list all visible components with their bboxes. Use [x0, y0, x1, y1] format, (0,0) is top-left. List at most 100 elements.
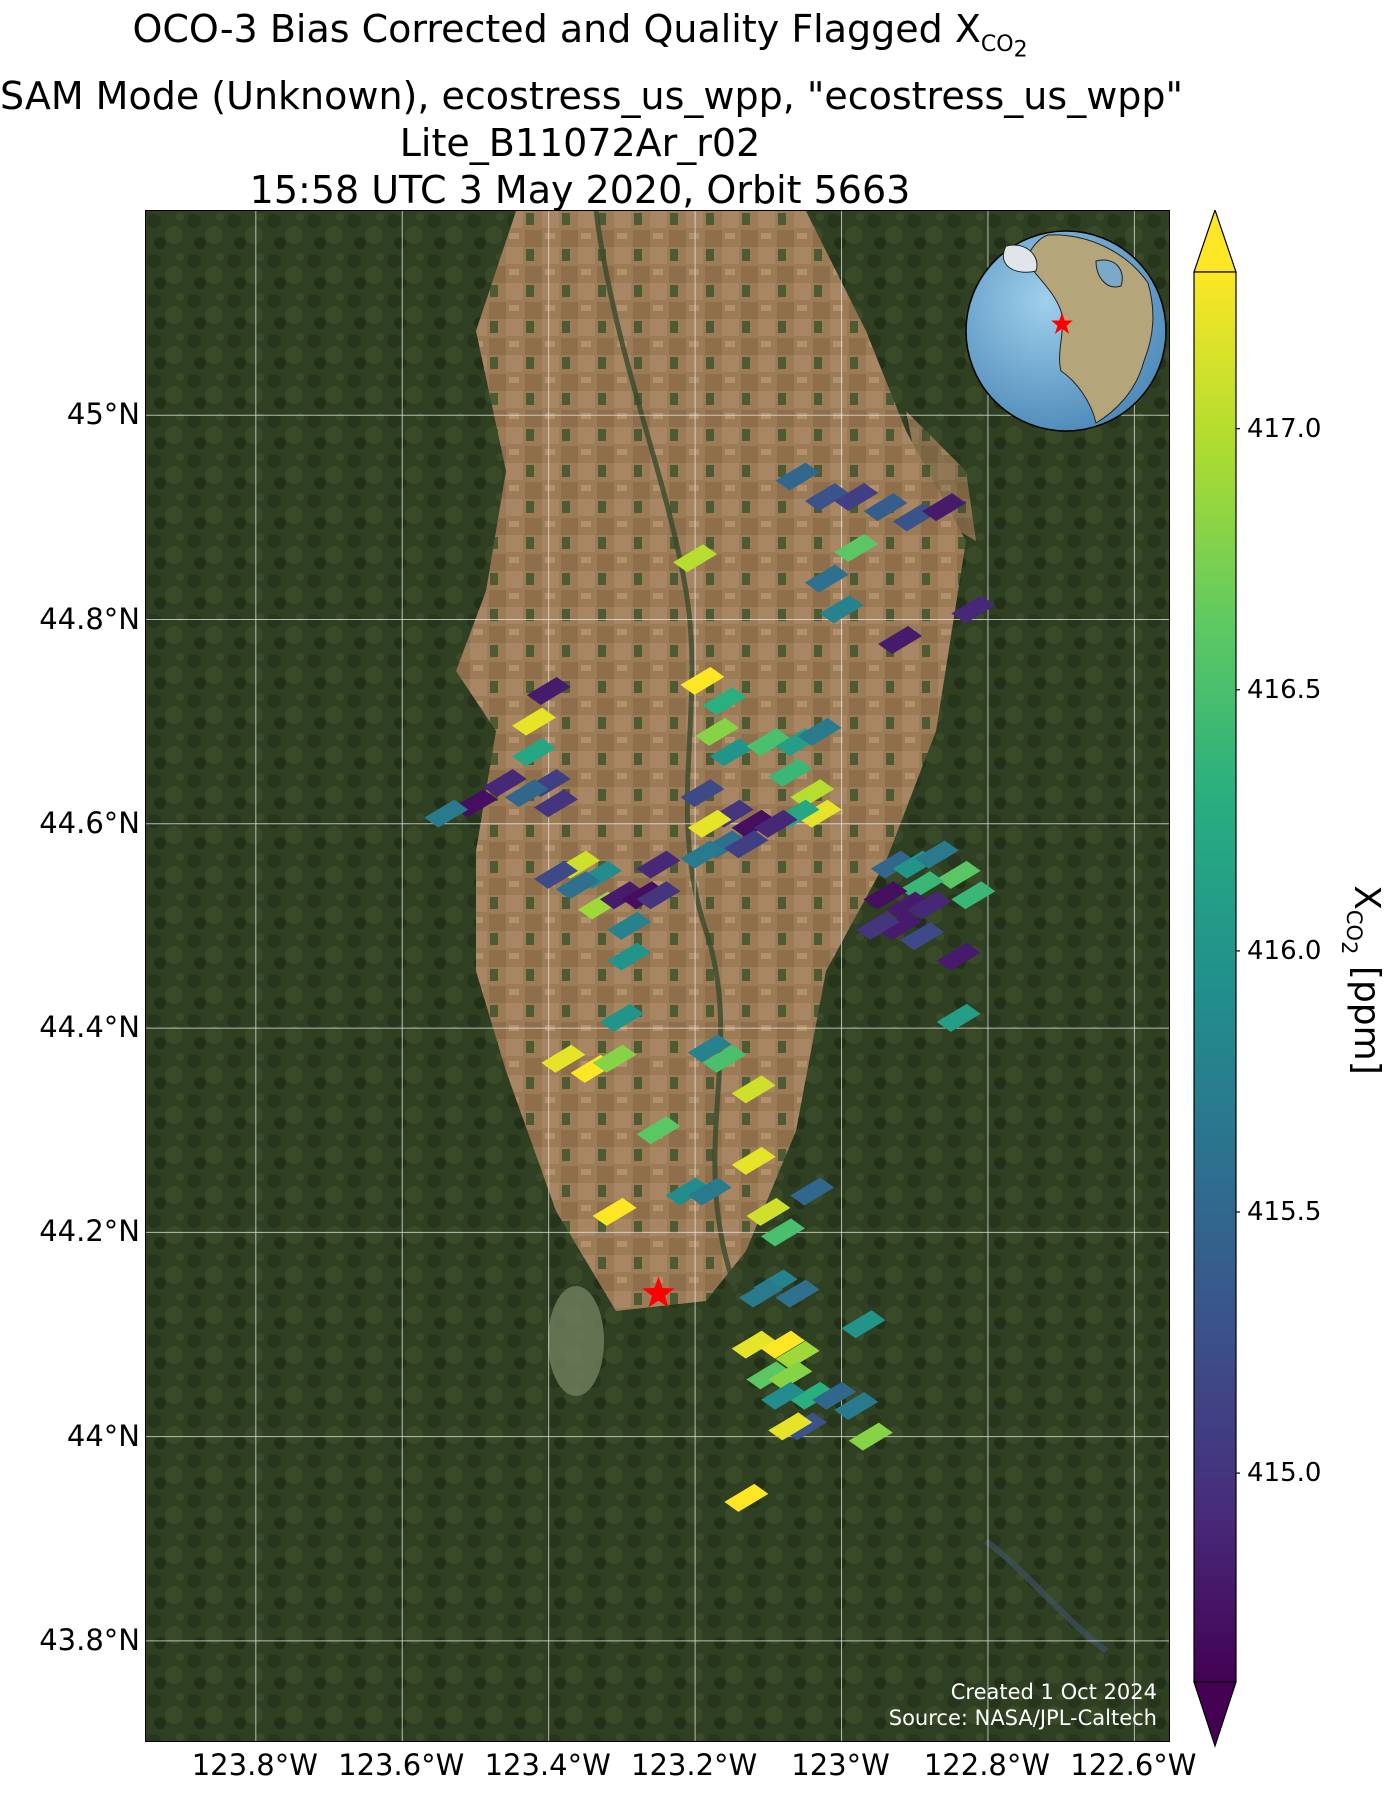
credit-source: Source: NASA/JPL-Caltech [888, 1706, 1157, 1730]
colorbar-tick-label: 415.5 [1247, 1197, 1322, 1227]
title-line-3: Lite_B11072Ar_r02 [399, 120, 761, 165]
sounding-footprint [636, 850, 681, 879]
colorbar-tick-label: 417.0 [1247, 413, 1322, 444]
sounding-footprint [797, 799, 842, 828]
sounding-footprint [914, 840, 959, 869]
sounding-footprint [534, 789, 578, 818]
sounding-footprint [900, 871, 945, 900]
y-tick-label: 43.8°N [39, 1622, 140, 1657]
sounding-footprint [878, 625, 923, 654]
sounding-footprint [907, 891, 952, 920]
sounding-footprint [592, 1044, 637, 1073]
sounding-footprint [819, 595, 864, 624]
sounding-footprint [790, 1381, 835, 1410]
x-tick-label: 123.2°W [630, 1748, 758, 1782]
y-tick-label: 44°N [66, 1418, 140, 1453]
sounding-footprint [768, 1412, 813, 1441]
sounding-footprint [724, 1483, 769, 1512]
colorbar-tick-label: 416.0 [1247, 935, 1322, 966]
sounding-footprint [534, 860, 578, 889]
y-tick-label: 44.6°N [39, 805, 140, 840]
sounding-footprint [482, 768, 527, 797]
sounding-footprint [922, 493, 967, 522]
globe-arctic [1002, 244, 1038, 273]
colorbar-extend-min [1193, 1681, 1237, 1748]
sounding-footprint [504, 779, 549, 808]
sounding-footprint [665, 1177, 710, 1206]
sounding-footprint [680, 779, 725, 808]
colorbar-tick-label: 416.5 [1247, 674, 1322, 705]
sounding-footprint [724, 830, 769, 859]
sounding-footprint [599, 881, 644, 910]
sounding-footprint [885, 891, 930, 920]
sounding-footprint [848, 1422, 893, 1451]
colorbar-gradient [1193, 271, 1237, 1683]
sounding-footprint [812, 1381, 857, 1410]
colorbar-tick-marks [1236, 428, 1240, 1474]
title-line-2: SAM Mode (Unknown), ecostress_us_wpp, "e… [0, 73, 1183, 118]
sounding-footprint [592, 1197, 637, 1226]
map-canvas[interactable] [146, 211, 1170, 1742]
x-tick-label: 123.8°W [191, 1748, 318, 1782]
colorbar-extend-max [1193, 210, 1237, 273]
sounding-footprint [673, 544, 718, 573]
sounding-footprint [841, 1310, 886, 1339]
sounding-footprint [424, 799, 469, 828]
title-block: OCO-3 Bias Corrected and Quality Flagged… [0, 6, 1183, 214]
sounding-footprint [856, 911, 901, 940]
sounding-footprint [746, 728, 791, 757]
sounding-footprint [687, 809, 732, 838]
y-tick-label: 44.4°N [39, 1010, 140, 1045]
globe-location-star-icon [1051, 312, 1073, 334]
sounding-footprint [555, 871, 600, 900]
map-panel[interactable]: Created 1 Oct 2024 Source: NASA/JPL-Calt… [145, 210, 1170, 1742]
colorbar-label: XCO2 [ppm] [1336, 885, 1388, 1075]
soundings-layer [424, 462, 996, 1512]
title-line-4: 15:58 UTC 3 May 2020, Orbit 5663 [249, 167, 911, 212]
sounding-footprint [526, 677, 571, 706]
sounding-footprint [951, 595, 996, 624]
globe-hudson-bay [1095, 259, 1123, 288]
y-tick-label: 44.2°N [39, 1214, 140, 1249]
sounding-footprint [804, 482, 849, 511]
sounding-footprint [746, 1361, 791, 1390]
sounding-footprint [512, 707, 557, 736]
title-line-1: OCO-3 Bias Corrected and Quality Flagged… [132, 7, 1028, 62]
inset-globe [965, 230, 1167, 432]
sounding-footprint [607, 942, 652, 971]
sounding-footprint [797, 717, 842, 746]
sounding-footprint [834, 482, 879, 511]
sounding-footprint [834, 534, 879, 563]
y-tick-label: 45°N [66, 397, 140, 432]
sounding-footprint [760, 1330, 805, 1359]
sounding-footprint [790, 1177, 835, 1206]
credit-text: Created 1 Oct 2024 Source: NASA/JPL-Calt… [889, 1679, 1157, 1731]
sounding-footprint [607, 911, 652, 940]
sounding-footprint [900, 922, 945, 951]
sounding-footprint [775, 1279, 820, 1308]
sounding-footprint [702, 1044, 747, 1073]
sounding-footprint [760, 1218, 805, 1247]
sounding-footprint [804, 564, 849, 593]
sounding-footprint [936, 942, 981, 971]
sounding-footprint [599, 1003, 644, 1032]
sounding-footprint [709, 738, 754, 767]
x-tick-label: 123.4°W [484, 1748, 611, 1782]
willamette-river [593, 211, 739, 1292]
credit-created: Created 1 Oct 2024 [950, 1680, 1157, 1704]
x-tick-label: 122.8°W [923, 1748, 1051, 1782]
sounding-footprint [878, 911, 923, 940]
x-tick-label: 123.6°W [338, 1748, 465, 1782]
sounding-footprint [951, 881, 996, 910]
sounding-footprint [636, 881, 681, 910]
gridlines [146, 211, 1169, 1741]
colorbar [1193, 210, 1240, 1748]
sounding-footprint [760, 1381, 805, 1410]
sounding-footprint [863, 881, 908, 910]
sounding-footprint [775, 1340, 820, 1369]
target-layer [642, 1276, 675, 1308]
sounding-footprint [731, 809, 776, 838]
sounding-footprint [834, 1391, 879, 1420]
sounding-footprint [768, 758, 813, 787]
x-tick-label: 123°W [791, 1748, 890, 1782]
